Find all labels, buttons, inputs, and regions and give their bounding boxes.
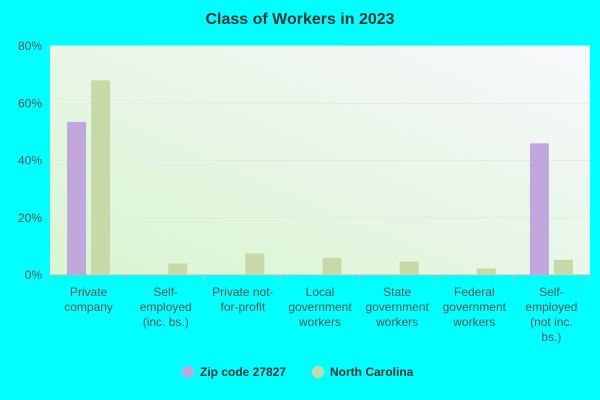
x-tick-label: Federal government workers — [443, 285, 507, 329]
y-tick-label: 20% — [18, 211, 42, 225]
bar — [553, 259, 573, 275]
bar — [91, 80, 111, 275]
x-tick-label: State government workers — [365, 285, 429, 329]
chart-title: Class of Workers in 2023 — [205, 11, 394, 28]
bar — [476, 268, 496, 275]
x-tick-label: Private company — [64, 285, 113, 314]
x-tick-label: Self-employed (not inc. bs.) — [525, 285, 577, 344]
y-tick-label: 80% — [18, 39, 42, 53]
bar — [529, 143, 549, 275]
legend-label: North Carolina — [330, 365, 414, 379]
y-tick-label: 60% — [18, 96, 42, 110]
legend-marker — [182, 366, 194, 378]
bar — [67, 121, 87, 275]
y-tick-label: 40% — [18, 154, 42, 168]
bar — [322, 257, 342, 275]
y-tick-label: 0% — [25, 268, 43, 282]
legend-marker — [312, 366, 324, 378]
x-tick-label: Self-employed (inc. bs.) — [140, 285, 192, 329]
x-tick-label: Private not-for-profit — [212, 285, 273, 314]
bar — [168, 263, 188, 275]
bar — [245, 253, 265, 275]
x-tick-label: Local government workers — [288, 285, 352, 329]
bar — [399, 261, 419, 275]
legend-label: Zip code 27827 — [200, 365, 286, 379]
